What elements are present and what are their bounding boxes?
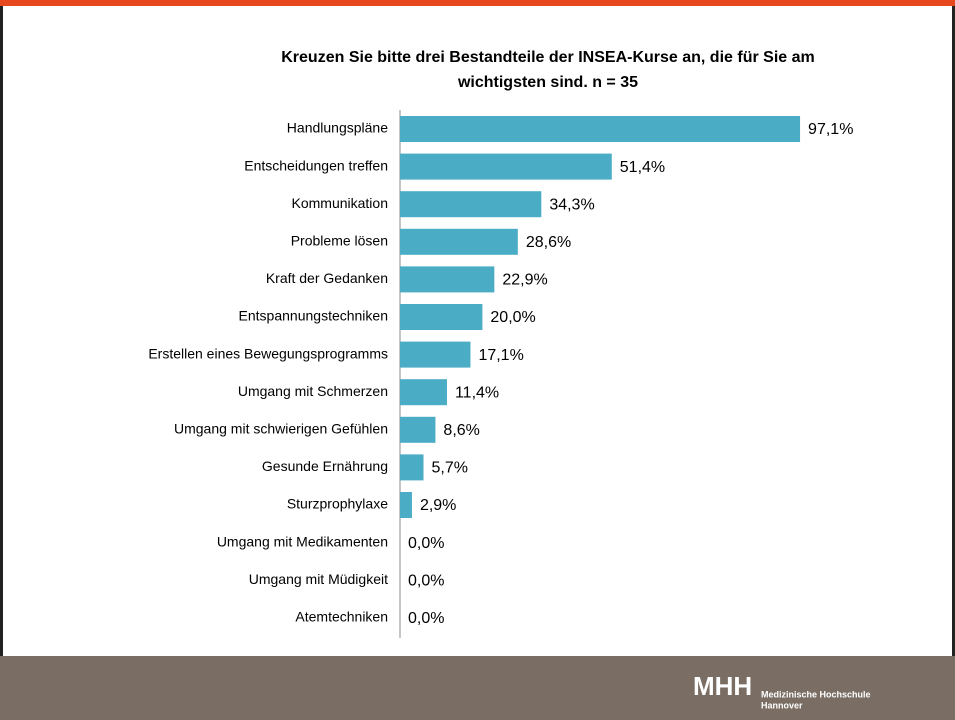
category-label: Kraft der Gedanken (266, 270, 388, 286)
category-label: Probleme lösen (291, 233, 388, 249)
category-label: Umgang mit Medikamenten (217, 533, 388, 549)
value-label: 8,6% (443, 422, 479, 439)
category-label: Kommunikation (292, 195, 389, 211)
category-label: Entspannungstechniken (239, 308, 388, 324)
value-label: 5,7% (431, 460, 467, 477)
category-label: Handlungspläne (287, 120, 388, 136)
category-label: Umgang mit Schmerzen (238, 383, 388, 399)
value-label: 0,0% (408, 535, 444, 552)
value-label: 22,9% (502, 272, 547, 289)
value-label: 97,1% (808, 121, 853, 138)
bar (400, 454, 424, 481)
logo-name: Medizinische Hochschule (761, 689, 871, 699)
value-label: 17,1% (478, 347, 523, 364)
value-label: 20,0% (490, 309, 535, 326)
top-band (0, 0, 955, 6)
bar (400, 379, 447, 406)
category-label: Gesunde Ernährung (262, 458, 388, 474)
bar (400, 191, 542, 218)
value-label: 28,6% (526, 234, 571, 251)
value-label: 34,3% (549, 196, 594, 213)
category-label: Umgang mit schwierigen Gefühlen (174, 421, 388, 437)
value-label: 51,4% (620, 159, 665, 176)
footer-band (0, 656, 955, 720)
bar (400, 266, 495, 293)
value-label: 0,0% (408, 610, 444, 627)
value-label: 0,0% (408, 572, 444, 589)
left-border (0, 6, 3, 656)
category-label: Umgang mit Müdigkeit (249, 571, 388, 587)
category-label: Sturzprophylaxe (287, 496, 388, 512)
logo-mark: MHH (693, 671, 752, 701)
bar (400, 153, 612, 180)
value-label: 11,4% (455, 384, 499, 401)
bar (400, 116, 801, 142)
bar (400, 492, 412, 518)
chart-title: Kreuzen Sie bitte drei Bestandteile der … (281, 49, 814, 66)
logo-name: Hannover (761, 700, 803, 710)
value-label: 2,9% (420, 497, 456, 514)
bar (400, 304, 483, 330)
category-label: Entscheidungen treffen (244, 157, 388, 173)
chart-title: wichtigsten sind. n = 35 (457, 74, 638, 91)
right-border (952, 6, 955, 656)
category-label: Erstellen eines Bewegungsprogramms (148, 345, 388, 361)
bar (400, 341, 471, 368)
bar (400, 228, 518, 255)
category-label: Atemtechniken (295, 609, 388, 625)
bar (400, 416, 436, 443)
